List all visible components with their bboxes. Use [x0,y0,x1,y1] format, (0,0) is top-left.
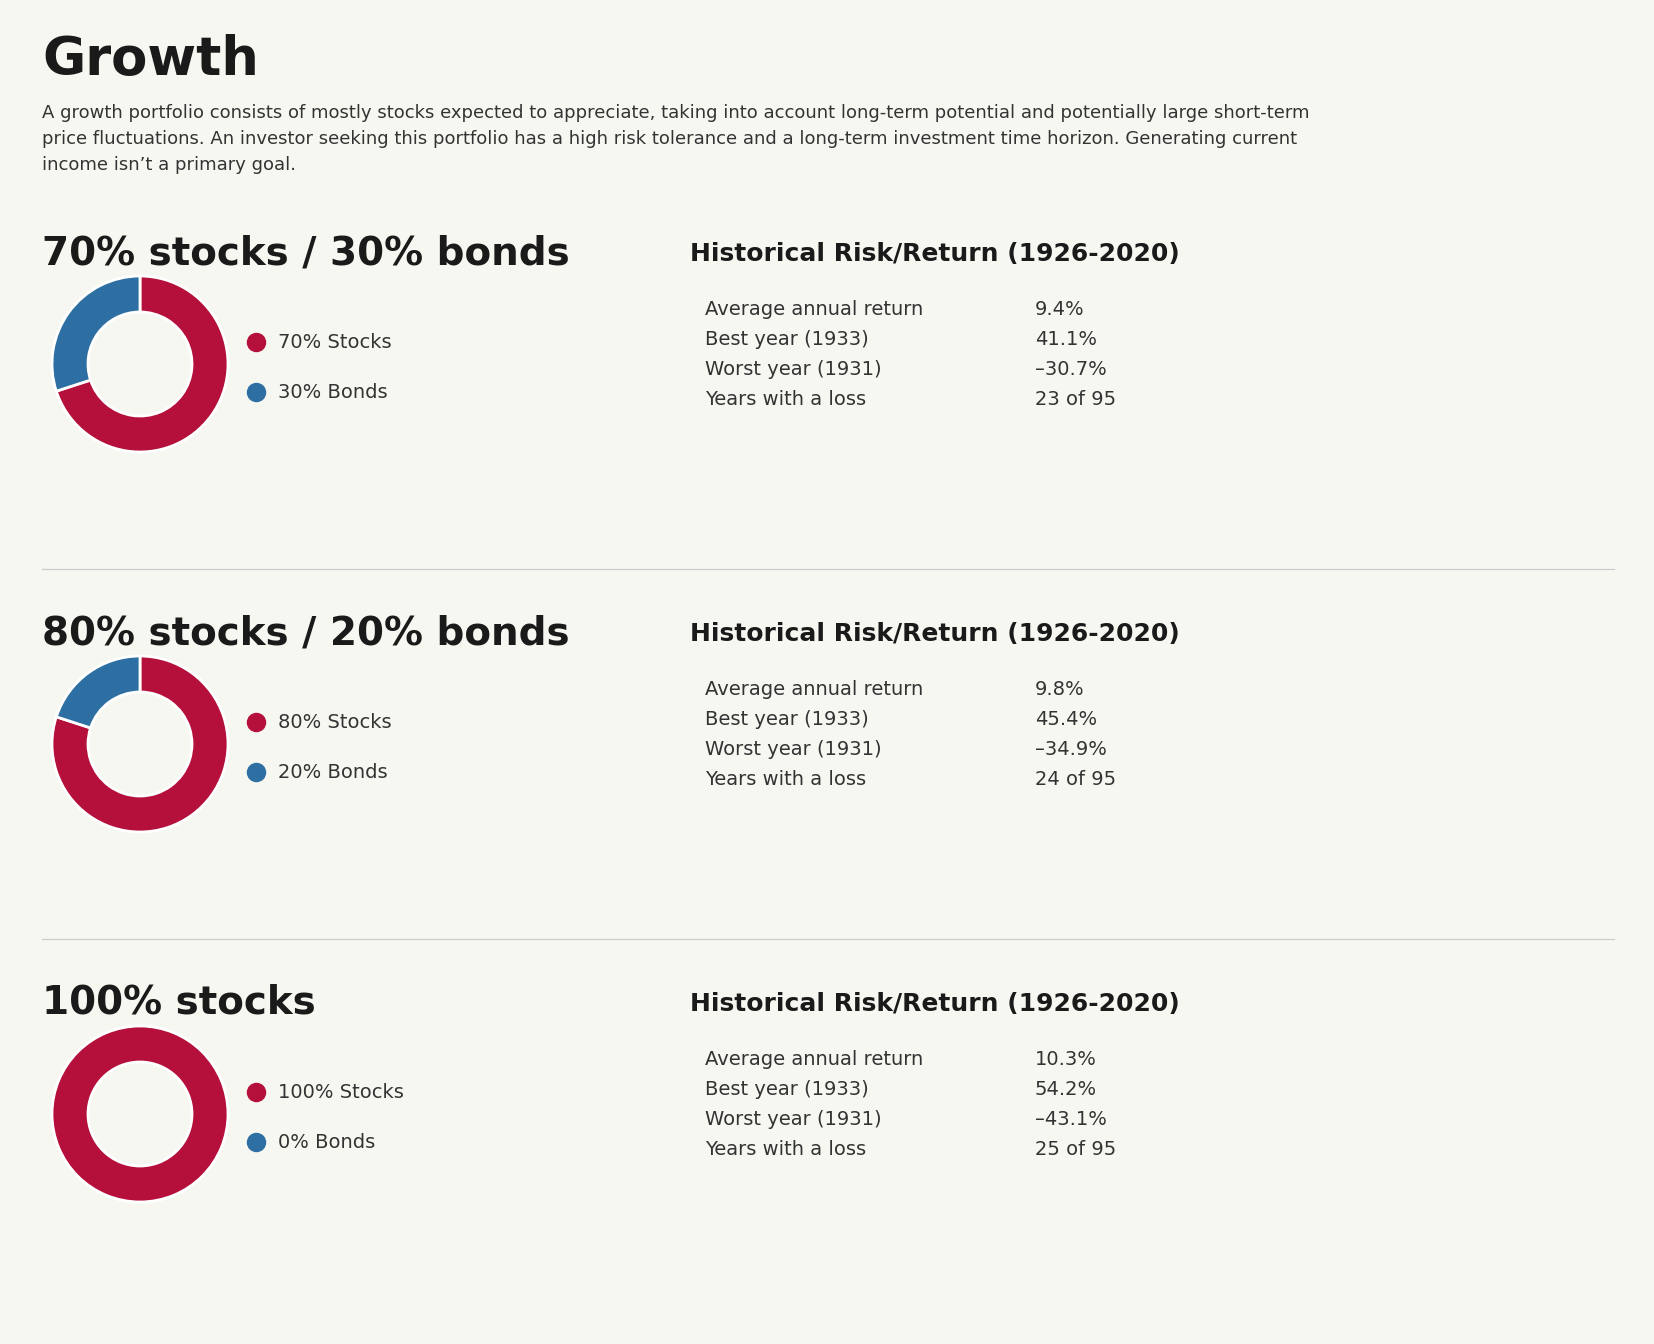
Text: 23 of 95: 23 of 95 [1035,390,1116,409]
Text: 70% Stocks: 70% Stocks [278,332,392,352]
Text: 80% stocks / 20% bonds: 80% stocks / 20% bonds [41,614,569,652]
Text: Years with a loss: Years with a loss [705,1140,867,1159]
Text: Historical Risk/Return (1926-2020): Historical Risk/Return (1926-2020) [690,992,1179,1016]
Wedge shape [51,276,141,391]
Text: Historical Risk/Return (1926-2020): Historical Risk/Return (1926-2020) [690,242,1179,266]
Text: 41.1%: 41.1% [1035,331,1097,349]
Text: 100% Stocks: 100% Stocks [278,1082,404,1102]
Text: 54.2%: 54.2% [1035,1081,1097,1099]
Text: Years with a loss: Years with a loss [705,390,867,409]
Text: 45.4%: 45.4% [1035,710,1097,728]
Wedge shape [51,656,228,832]
Text: –34.9%: –34.9% [1035,741,1107,759]
Text: Best year (1933): Best year (1933) [705,1081,868,1099]
Wedge shape [51,1025,228,1202]
Text: Average annual return: Average annual return [705,680,923,699]
Text: 30% Bonds: 30% Bonds [278,383,387,402]
Text: –43.1%: –43.1% [1035,1110,1107,1129]
Text: 20% Bonds: 20% Bonds [278,762,387,781]
Text: Worst year (1931): Worst year (1931) [705,1110,882,1129]
Text: A growth portfolio consists of mostly stocks expected to appreciate, taking into: A growth portfolio consists of mostly st… [41,103,1310,122]
Text: Growth: Growth [41,34,260,86]
Text: price fluctuations. An investor seeking this portfolio has a high risk tolerance: price fluctuations. An investor seeking … [41,130,1297,148]
Text: 70% stocks / 30% bonds: 70% stocks / 30% bonds [41,234,569,271]
Text: Years with a loss: Years with a loss [705,770,867,789]
Text: 9.8%: 9.8% [1035,680,1085,699]
Text: 10.3%: 10.3% [1035,1050,1097,1068]
Text: 25 of 95: 25 of 95 [1035,1140,1116,1159]
Text: 100% stocks: 100% stocks [41,984,316,1021]
Text: income isn’t a primary goal.: income isn’t a primary goal. [41,156,296,173]
Text: Historical Risk/Return (1926-2020): Historical Risk/Return (1926-2020) [690,622,1179,646]
Text: Average annual return: Average annual return [705,300,923,319]
Text: Best year (1933): Best year (1933) [705,331,868,349]
Text: Best year (1933): Best year (1933) [705,710,868,728]
Text: Average annual return: Average annual return [705,1050,923,1068]
Text: 0% Bonds: 0% Bonds [278,1133,375,1152]
Wedge shape [56,276,228,452]
Text: Worst year (1931): Worst year (1931) [705,360,882,379]
Text: –30.7%: –30.7% [1035,360,1107,379]
Text: Worst year (1931): Worst year (1931) [705,741,882,759]
Text: 9.4%: 9.4% [1035,300,1085,319]
Wedge shape [56,656,141,728]
Text: 24 of 95: 24 of 95 [1035,770,1116,789]
Text: 80% Stocks: 80% Stocks [278,712,392,731]
